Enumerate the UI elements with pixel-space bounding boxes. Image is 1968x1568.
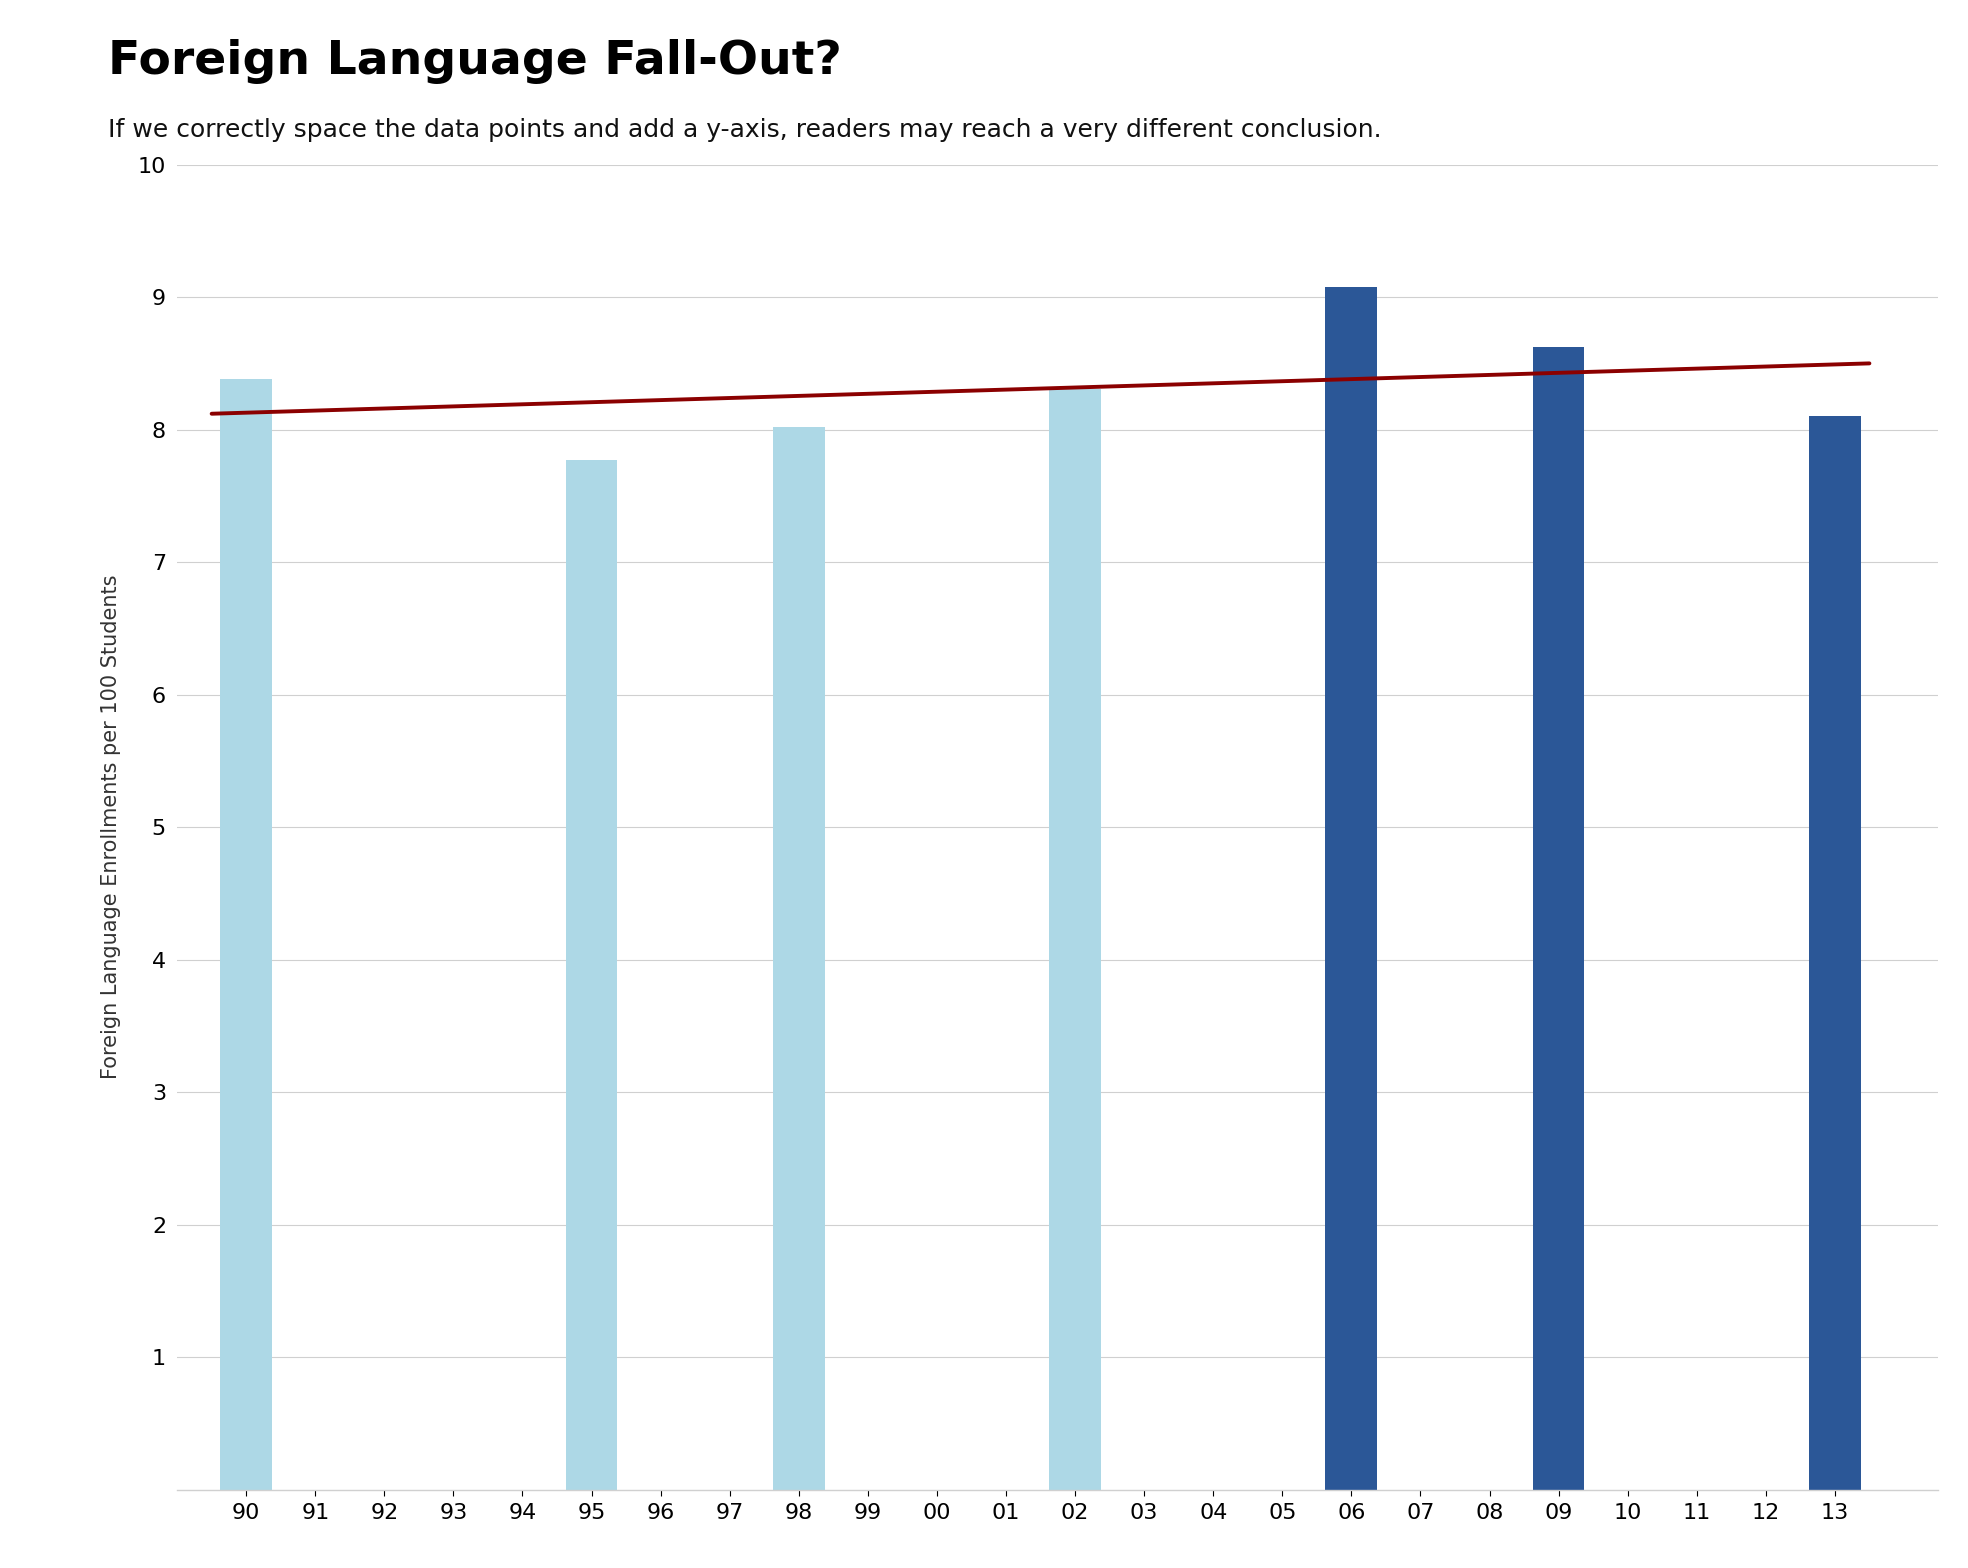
Text: Foreign Language Fall-Out?: Foreign Language Fall-Out? (108, 39, 842, 85)
Text: If we correctly space the data points and add a y-axis, readers may reach a very: If we correctly space the data points an… (108, 118, 1382, 141)
Bar (773, 426, 825, 1490)
Bar (1809, 417, 1862, 1490)
Bar (1049, 389, 1100, 1490)
Bar (1326, 287, 1378, 1490)
Bar (565, 459, 618, 1490)
Y-axis label: Foreign Language Enrollments per 100 Students: Foreign Language Enrollments per 100 Stu… (100, 575, 120, 1079)
Bar (220, 379, 272, 1490)
Bar (1533, 348, 1584, 1490)
